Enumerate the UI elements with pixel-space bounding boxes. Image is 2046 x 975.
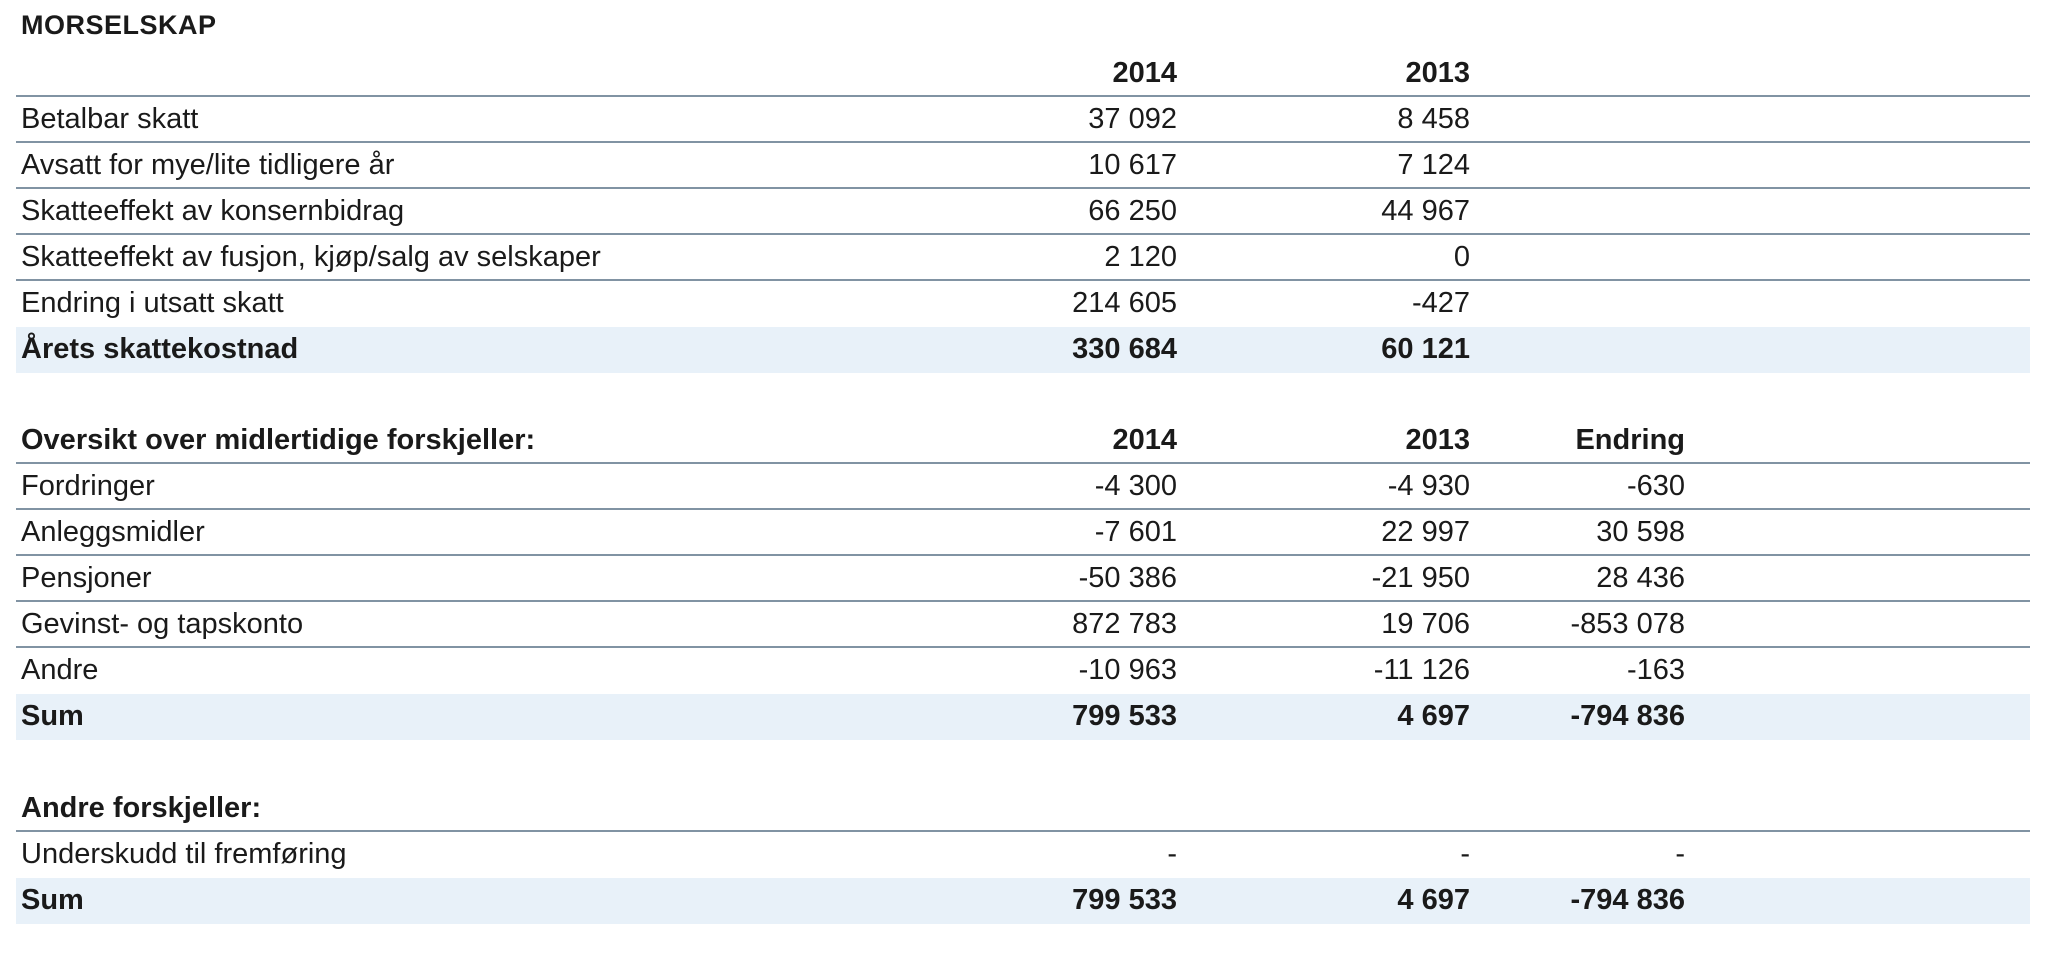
total-value-2013: 4 697 bbox=[1397, 700, 1470, 732]
header-year-2013: 2013 bbox=[1405, 424, 1470, 456]
row-label: Endring i utsatt skatt bbox=[21, 287, 284, 319]
row-value-change: -853 078 bbox=[1570, 608, 1686, 640]
section-heading: Andre forskjeller: bbox=[21, 792, 262, 824]
header-year-2014: 2014 bbox=[1112, 424, 1177, 456]
table-row: Betalbar skatt 37 092 8 458 bbox=[16, 97, 2030, 143]
table-row: Fordringer -4 300 -4 930 -630 bbox=[16, 464, 2030, 510]
row-value-2014: -4 300 bbox=[1094, 470, 1177, 502]
row-label: Pensjoner bbox=[21, 562, 152, 594]
total-row: Årets skattekostnad 330 684 60 121 bbox=[16, 327, 2030, 373]
row-label: Skatteeffekt av fusjon, kjøp/salg av sel… bbox=[21, 241, 601, 273]
row-label: Underskudd til fremføring bbox=[21, 838, 347, 870]
row-value-2014: 872 783 bbox=[1072, 608, 1177, 640]
section-heading: Oversikt over midlertidige forskjeller: bbox=[21, 424, 536, 456]
table-row: Endring i utsatt skatt 214 605 -427 bbox=[16, 281, 2030, 327]
total-value-2013: 60 121 bbox=[1381, 333, 1470, 365]
row-value-2014: 37 092 bbox=[1088, 103, 1177, 135]
row-value-change: 28 436 bbox=[1596, 562, 1685, 594]
header-change: Endring bbox=[1575, 424, 1685, 456]
table-row: Gevinst- og tapskonto 872 783 19 706 -85… bbox=[16, 602, 2030, 648]
total-row: Sum 799 533 4 697 -794 836 bbox=[16, 878, 2030, 924]
total-row: Sum 799 533 4 697 -794 836 bbox=[16, 694, 2030, 740]
tax-cost-table: 2014 2013 Betalbar skatt 37 092 8 458 Av… bbox=[16, 51, 2030, 373]
total-label: Årets skattekostnad bbox=[21, 333, 299, 365]
row-value-2013: -11 126 bbox=[1373, 654, 1470, 686]
row-label: Anleggsmidler bbox=[21, 516, 205, 548]
total-value-2014: 330 684 bbox=[1072, 333, 1177, 365]
row-value-2013: 7 124 bbox=[1397, 149, 1470, 181]
row-value-2014: 10 617 bbox=[1088, 149, 1177, 181]
row-value-2013: 19 706 bbox=[1381, 608, 1470, 640]
row-value-2013: -21 950 bbox=[1371, 562, 1470, 594]
total-value-2014: 799 533 bbox=[1072, 700, 1177, 732]
row-value-change: 30 598 bbox=[1596, 516, 1685, 548]
table-row: Skatteeffekt av konsernbidrag 66 250 44 … bbox=[16, 189, 2030, 235]
total-label: Sum bbox=[21, 700, 84, 732]
table-header-row: Oversikt over midlertidige forskjeller: … bbox=[16, 418, 2030, 464]
table-header-row: 2014 2013 bbox=[16, 51, 2030, 97]
other-differences-table: Andre forskjeller: Underskudd til fremfø… bbox=[16, 786, 2030, 924]
row-value-2014: -10 963 bbox=[1078, 654, 1177, 686]
row-label: Avsatt for mye/lite tidligere år bbox=[21, 149, 395, 181]
row-value-2014: -7 601 bbox=[1094, 516, 1177, 548]
row-value-2013: -4 930 bbox=[1387, 470, 1470, 502]
row-value-change: -630 bbox=[1626, 470, 1685, 502]
table-row: Underskudd til fremføring - - - bbox=[16, 832, 2030, 878]
row-label: Gevinst- og tapskonto bbox=[21, 608, 304, 640]
table-row: Anleggsmidler -7 601 22 997 30 598 bbox=[16, 510, 2030, 556]
total-value-2013: 4 697 bbox=[1397, 884, 1470, 916]
header-year-2013: 2013 bbox=[1405, 57, 1470, 89]
table-row: Pensjoner -50 386 -21 950 28 436 bbox=[16, 556, 2030, 602]
header-year-2014: 2014 bbox=[1112, 57, 1177, 89]
row-value-change: -163 bbox=[1626, 654, 1685, 686]
table-row: Andre -10 963 -11 126 -163 bbox=[16, 648, 2030, 694]
row-value-2013: 0 bbox=[1453, 241, 1470, 273]
row-label: Fordringer bbox=[21, 470, 155, 502]
row-label: Andre bbox=[21, 654, 99, 686]
table-header-row: Andre forskjeller: bbox=[16, 786, 2030, 832]
total-value-change: -794 836 bbox=[1570, 884, 1686, 916]
temporary-differences-table: Oversikt over midlertidige forskjeller: … bbox=[16, 418, 2030, 740]
table-row: Skatteeffekt av fusjon, kjøp/salg av sel… bbox=[16, 235, 2030, 281]
row-value-2014: 66 250 bbox=[1088, 195, 1177, 227]
page-title: MORSELSKAP bbox=[21, 10, 217, 40]
row-value-2013: 44 967 bbox=[1381, 195, 1470, 227]
table-row: Avsatt for mye/lite tidligere år 10 617 … bbox=[16, 143, 2030, 189]
row-value-2013: - bbox=[1460, 838, 1470, 870]
row-value-2013: 8 458 bbox=[1397, 103, 1470, 135]
row-value-change: - bbox=[1675, 838, 1685, 870]
row-value-2014: 2 120 bbox=[1104, 241, 1177, 273]
row-label: Betalbar skatt bbox=[21, 103, 199, 135]
total-value-2014: 799 533 bbox=[1072, 884, 1177, 916]
row-value-2014: 214 605 bbox=[1072, 287, 1177, 319]
row-label: Skatteeffekt av konsernbidrag bbox=[21, 195, 405, 227]
total-label: Sum bbox=[21, 884, 84, 916]
row-value-2014: -50 386 bbox=[1078, 562, 1177, 594]
row-value-2013: -427 bbox=[1411, 287, 1470, 319]
total-value-change: -794 836 bbox=[1570, 700, 1686, 732]
row-value-2014: - bbox=[1167, 838, 1177, 870]
row-value-2013: 22 997 bbox=[1381, 516, 1470, 548]
